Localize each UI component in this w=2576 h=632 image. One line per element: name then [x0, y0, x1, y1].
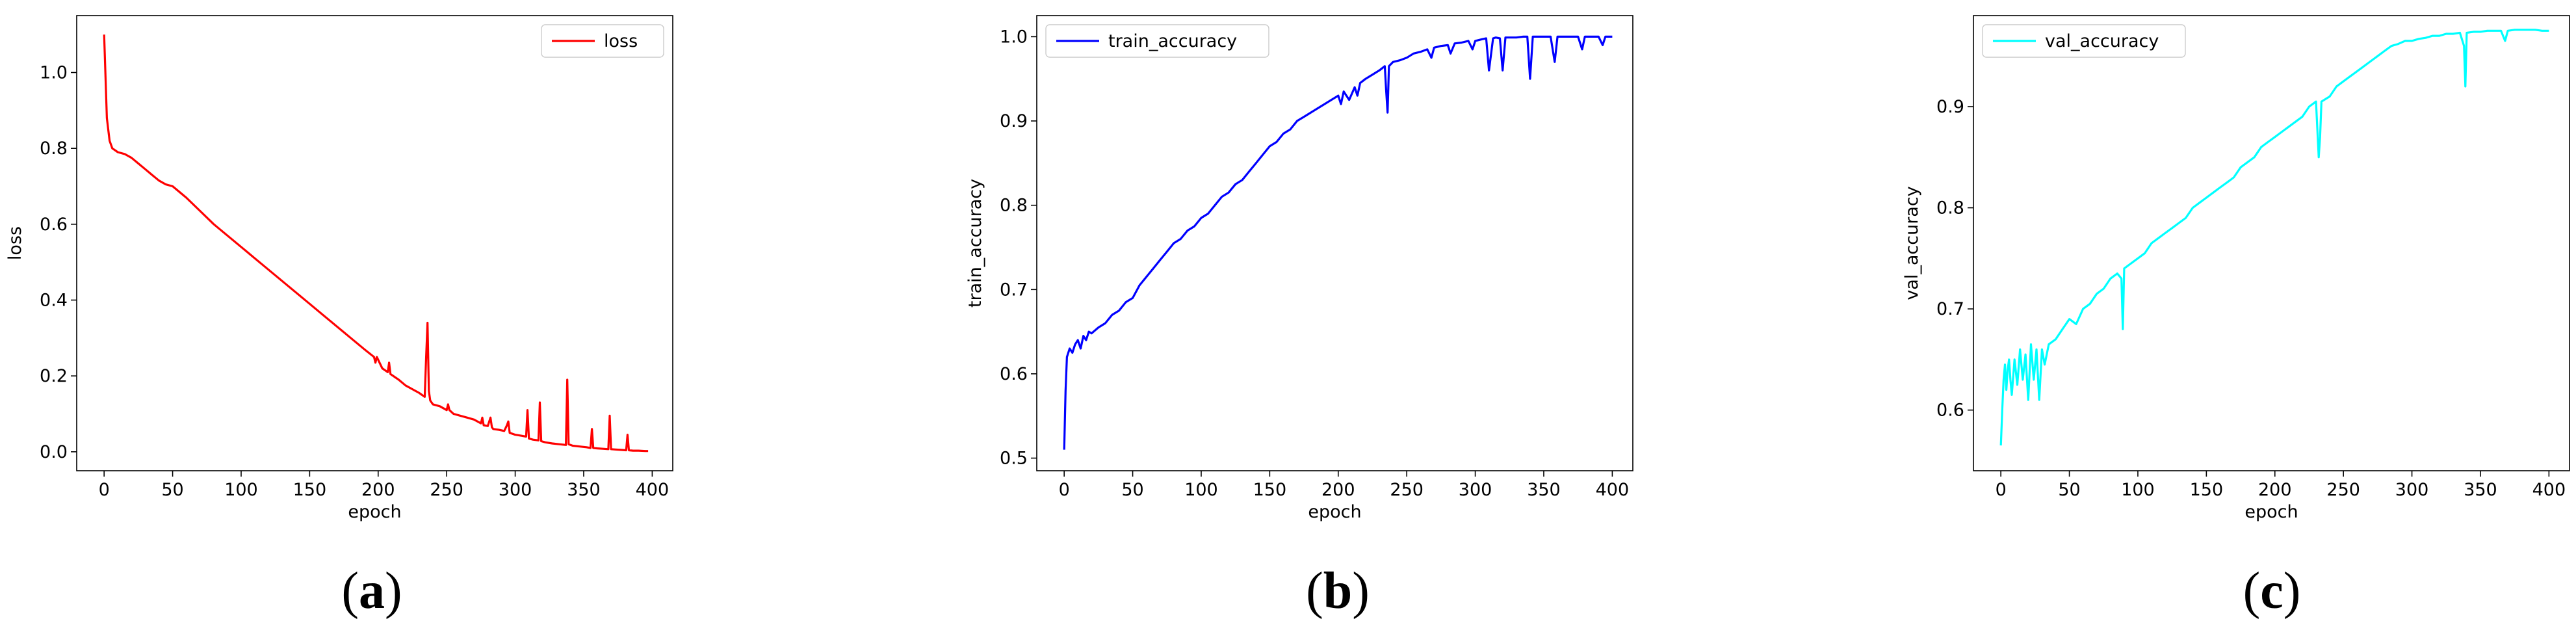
plot-frame [76, 15, 673, 471]
y-tick-label: 0.5 [1000, 449, 1028, 469]
y-tick-label: 0.8 [1000, 196, 1028, 216]
x-tick-label: 200 [2258, 480, 2292, 500]
x-tick-label: 150 [1253, 480, 1287, 500]
x-axis-label: epoch [1308, 502, 1361, 522]
x-axis-label: epoch [348, 502, 401, 522]
x-tick-label: 150 [2190, 480, 2224, 500]
x-tick-label: 300 [499, 480, 532, 500]
series-line-loss [103, 34, 649, 453]
panel-caption: (c) [2243, 562, 2301, 620]
legend-label: loss [604, 31, 638, 51]
y-tick-label: 0.7 [1936, 299, 1964, 319]
chart-panel-a: 0 50 100 150 200 250 300 350 400 0.0 0.2 0.4 0.6 0.8 1… [5, 15, 673, 620]
caption-open-paren: ( [341, 562, 359, 620]
legend-box [1045, 24, 1269, 58]
x-tick-label: 300 [2395, 480, 2429, 500]
x-tick-label: 150 [293, 480, 327, 500]
caption-open-paren: ( [1306, 562, 1323, 620]
legend-label: train_accuracy [1108, 31, 1237, 51]
y-tick-label: 0.8 [40, 138, 68, 159]
x-tick-label: 50 [161, 480, 183, 500]
x-tick-label: 350 [2464, 480, 2497, 500]
series-line-val-accuracy [1999, 29, 2549, 446]
x-tick-label: 100 [2121, 480, 2155, 500]
x-tick-label: 100 [1184, 480, 1218, 500]
x-tick-label: 0 [1059, 480, 1070, 500]
series-line-train-accuracy [1063, 35, 1613, 450]
caption-close-paren: ) [1352, 562, 1370, 620]
legend: val_accuracy [1982, 24, 2186, 58]
x-tick-label: 350 [567, 480, 601, 500]
x-tick-label: 400 [2532, 480, 2566, 500]
x-tick-label: 400 [636, 480, 670, 500]
legend-label: val_accuracy [2045, 31, 2159, 51]
x-tick-label: 350 [1527, 480, 1561, 500]
caption-close-paren: ) [385, 562, 402, 620]
caption-letter: a [359, 562, 385, 620]
y-tick-label: 0.7 [1000, 280, 1028, 300]
y-tick-label: 1.0 [40, 63, 68, 83]
caption-open-paren: ( [2243, 562, 2261, 620]
x-tick-label: 0 [99, 480, 110, 500]
legend-box [1982, 24, 2186, 58]
chart-panel-c: 0 50 100 150 200 250 300 350 400 0.6 0.7 0.8 0.9 epoc… [1902, 15, 2570, 620]
y-axis-label: train_accuracy [965, 179, 985, 308]
y-tick-label: 0.4 [40, 291, 68, 311]
caption-letter: c [2260, 562, 2283, 620]
caption-letter: b [1323, 562, 1353, 620]
x-tick-label: 250 [430, 480, 463, 500]
y-tick-label: 0.0 [40, 442, 68, 462]
x-tick-label: 50 [1121, 480, 1143, 500]
caption-close-paren: ) [2283, 562, 2301, 620]
x-tick-label: 0 [1996, 480, 2007, 500]
y-tick-label: 0.9 [1000, 111, 1028, 131]
panel-caption: (a) [341, 562, 402, 620]
legend: loss [541, 24, 664, 58]
y-tick-label: 0.2 [40, 366, 68, 386]
y-axis-label: val_accuracy [1902, 186, 1922, 300]
y-tick-label: 0.6 [40, 215, 68, 235]
x-tick-label: 200 [361, 480, 395, 500]
chart-panels: 0 50 100 150 200 250 300 350 400 0.0 0.2 0.4 0.6 0.8 1… [5, 15, 2570, 620]
legend-box [541, 24, 664, 58]
chart-panel-b: 0 50 100 150 200 250 300 350 400 0.5 0.6 0.7 0.8 0.9 1… [965, 15, 1633, 620]
y-tick-label: 0.6 [1000, 364, 1028, 384]
y-tick-label: 0.9 [1936, 97, 1964, 117]
x-tick-label: 100 [224, 480, 258, 500]
panel-caption: (b) [1306, 562, 1370, 620]
y-tick-label: 0.8 [1936, 198, 1964, 218]
x-tick-label: 250 [1390, 480, 1424, 500]
y-tick-label: 0.6 [1936, 401, 1964, 421]
legend: train_accuracy [1045, 24, 1269, 58]
plot-frame [1973, 15, 2570, 471]
plot-frame [1036, 15, 1633, 471]
x-tick-label: 300 [1459, 480, 1492, 500]
x-tick-label: 250 [2326, 480, 2360, 500]
x-tick-label: 400 [1596, 480, 1630, 500]
x-tick-label: 50 [2058, 480, 2080, 500]
y-tick-label: 1.0 [1000, 27, 1028, 47]
x-tick-label: 200 [1321, 480, 1355, 500]
y-axis-label: loss [5, 226, 25, 260]
x-axis-label: epoch [2244, 502, 2298, 522]
